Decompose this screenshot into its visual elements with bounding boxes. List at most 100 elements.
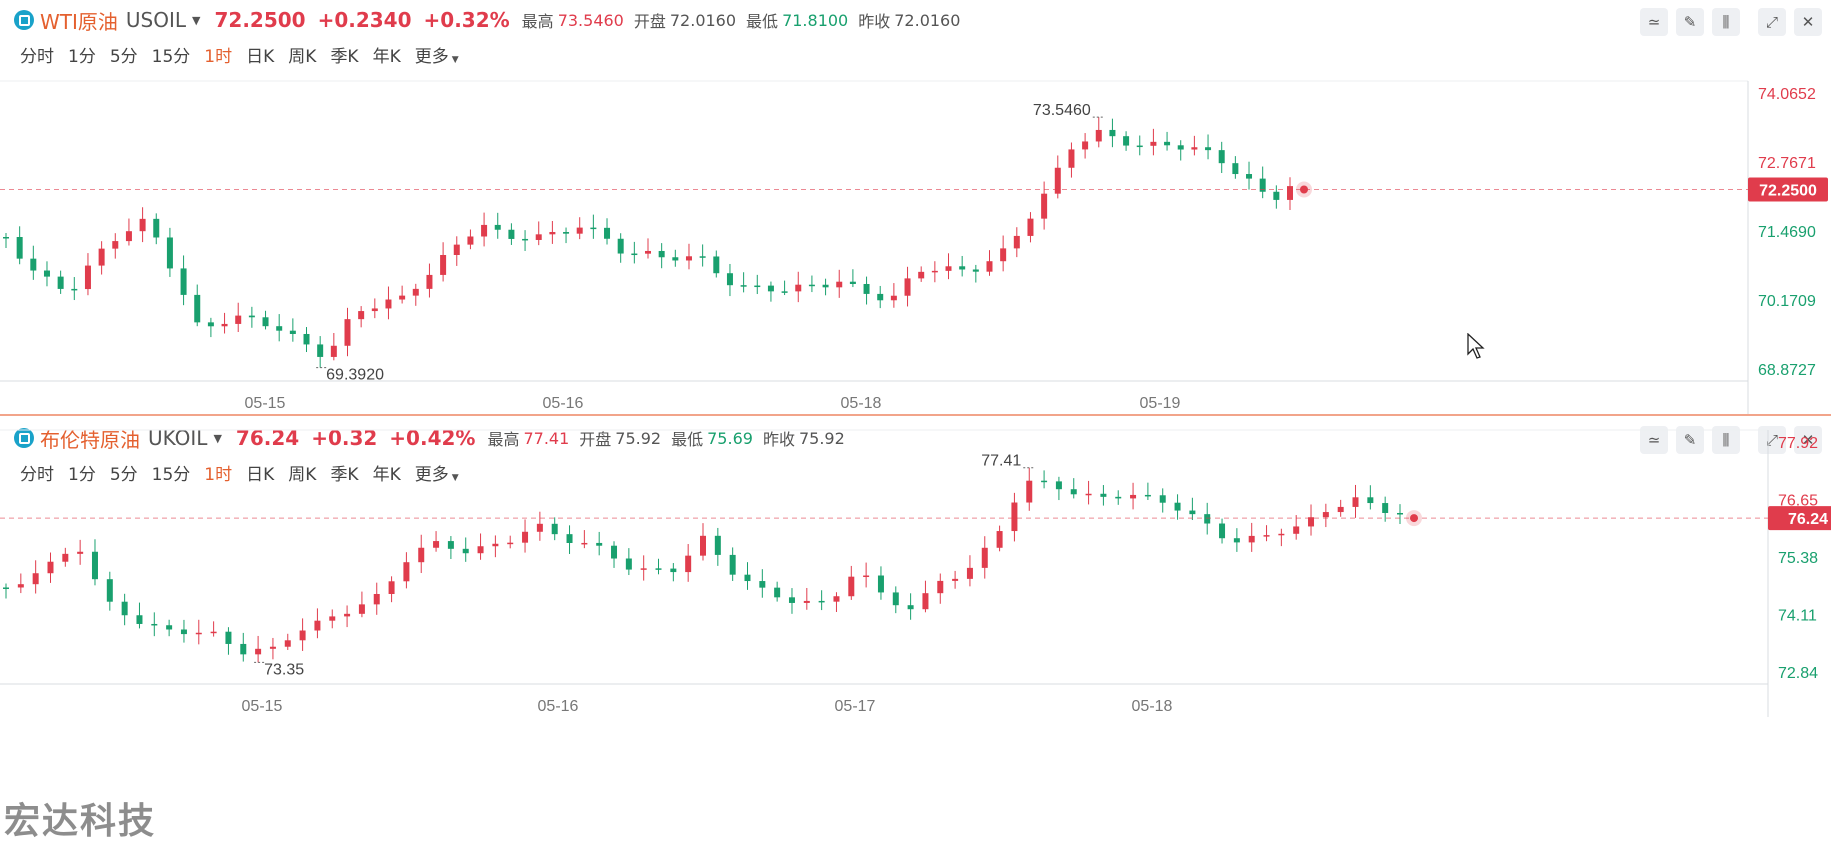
symbol-icon [14,10,34,30]
candle-body [358,311,365,320]
tab-period[interactable]: 周K [288,465,317,485]
candle-body [399,295,406,300]
tab-period[interactable]: 日K [246,465,275,485]
candle-body [1085,493,1092,496]
candle-body [1352,497,1359,507]
candle-body [98,248,105,266]
candle-settings-icon[interactable]: ⫼ [1712,426,1740,454]
candle-body [700,535,706,556]
tab-period[interactable]: 15分 [151,47,191,67]
symbol-name[interactable]: WTI原油 [40,9,118,34]
candle-body [1189,510,1196,515]
candlestick-chart[interactable]: 74.0652 72.7671 71.4690 70.1709 68.8727 05-15… [0,76,1831,416]
candle-body [922,593,929,610]
current-price-tag [1768,506,1831,531]
chart-toolbar: ≃ ✎ ⫼ ⤢ ✕ [1632,426,1822,456]
candle-body [289,330,296,334]
candle-body [299,630,306,641]
candle-body [1233,538,1240,543]
pencil-icon[interactable]: ✎ [1676,8,1704,36]
candle-body [317,344,324,357]
candle-body [833,596,840,602]
indicator-icon[interactable]: ≃ [1640,8,1668,36]
close-icon[interactable]: ✕ [1794,426,1822,454]
candle-body [1174,502,1181,511]
candle-body [106,579,113,602]
candle-body [904,278,911,296]
tab-more[interactable]: 更多 ▼ [415,42,459,67]
candle-body [1068,149,1075,168]
x-tick-label: 05-19 [1140,395,1181,412]
tab-period[interactable]: 5分 [109,47,138,67]
tab-period[interactable]: 季K [330,465,359,485]
chevron-down-icon: ▼ [451,473,459,483]
tab-period-active[interactable]: 1时 [204,47,233,67]
tab-period[interactable]: 15分 [151,465,191,485]
candle-body [1293,526,1300,534]
stat-label-prev-close: 昨收 [762,430,795,449]
candle-body [551,523,558,535]
candle-body [959,266,966,270]
candle-body [453,244,460,255]
tab-period[interactable]: 5分 [109,465,138,485]
candle-body [1159,495,1166,503]
tab-period[interactable]: 1分 [68,47,96,67]
indicator-icon[interactable]: ≃ [1640,426,1668,454]
candle-body [645,250,651,254]
candle-body [566,534,573,543]
candle-body [996,531,1003,548]
current-price-glow [1296,181,1312,198]
expand-icon[interactable]: ⤢ [1758,426,1786,454]
close-icon[interactable]: ✕ [1794,8,1822,36]
candle-body [522,531,529,543]
x-tick-label: 05-17 [835,698,876,715]
tab-period[interactable]: 周K [288,47,317,67]
candle-body [507,542,514,545]
candle-body [713,256,720,274]
candle-body [1054,167,1061,194]
high-marker-label: 77.41 [981,453,1021,470]
candle-body [1130,494,1137,499]
candle-body [180,268,187,295]
candle-body [358,604,365,614]
tab-period[interactable]: 分时 [20,465,54,485]
y-tick-label: 72.7671 [1758,155,1816,172]
stat-label-open: 开盘 [633,12,666,31]
tab-period[interactable]: 季K [330,47,359,67]
candle-body [136,615,143,624]
candle-body [180,629,187,635]
y-tick-label: 72.84 [1778,665,1818,682]
tab-period[interactable]: 年K [372,47,401,67]
candle-body [1397,512,1403,515]
candle-settings-icon[interactable]: ⫼ [1712,8,1740,36]
chevron-down-icon[interactable]: ▼ [192,13,201,27]
stat-value-prev-close: 75.92 [798,428,845,448]
price-change-pct: +0.32% [423,8,510,32]
candle-body [729,554,736,575]
x-tick-label: 05-15 [245,395,286,412]
chevron-down-icon[interactable]: ▼ [213,431,222,445]
tab-period-active[interactable]: 1时 [204,465,233,485]
candle-body [262,317,269,327]
tab-period[interactable]: 分时 [20,47,54,67]
candle-body [672,257,679,261]
tab-period[interactable]: 年K [372,465,401,485]
candle-body [754,285,761,288]
symbol-name[interactable]: 布伦特原油 [40,427,140,452]
y-tick-label: 74.11 [1778,608,1817,625]
pencil-icon[interactable]: ✎ [1676,426,1704,454]
symbol-code[interactable]: USOIL [125,8,187,32]
candle-body [235,315,242,324]
expand-icon[interactable]: ⤢ [1758,8,1786,36]
tab-period[interactable]: 1分 [68,465,96,485]
tab-more[interactable]: 更多 ▼ [415,460,459,485]
candle-body [1026,480,1033,503]
candlestick-chart[interactable]: 77.92 76.65 75.38 74.11 72.84 05-15 05-16 05-17… [0,418,1831,834]
candle-body [781,291,788,293]
tab-period[interactable]: 日K [246,47,275,67]
candle-body [576,227,583,234]
candle-body [329,616,336,621]
period-tabs: 分时 1分 5分 15分 1时 日K 周K 季K 年K 更多 ▼ [20,42,473,67]
candle-body [3,587,9,589]
candle-body [1041,480,1048,483]
